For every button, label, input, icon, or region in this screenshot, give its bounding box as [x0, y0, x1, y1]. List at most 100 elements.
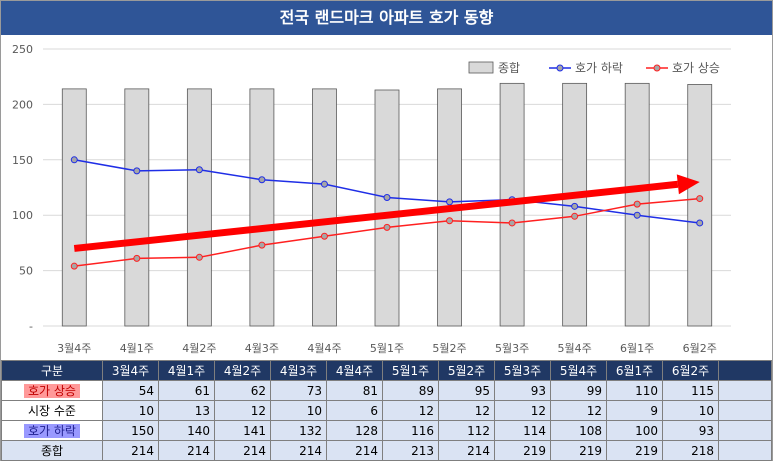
up-series-point	[571, 212, 579, 220]
table-cell-blank	[718, 380, 772, 401]
table-cell: 214	[158, 440, 215, 461]
table-cell: 99	[550, 380, 607, 401]
legend-label-total: 종합	[498, 61, 520, 75]
x-tick-label: 4월3주	[245, 342, 279, 355]
table-cell: 219	[550, 440, 607, 461]
row-label-total: 종합	[1, 440, 103, 461]
table-col-header: 4월2주	[214, 360, 271, 381]
table-col-header: 6월1주	[606, 360, 663, 381]
y-tick-label: 200	[12, 98, 33, 111]
table-cell: 114	[494, 420, 551, 441]
table-cell: 214	[438, 440, 495, 461]
table-cell: 54	[102, 380, 159, 401]
row-label-down: 호가 하락	[1, 420, 103, 441]
table-cell: 100	[606, 420, 663, 441]
bar	[124, 88, 150, 327]
table-col-header: 5월4주	[550, 360, 607, 381]
table-cell: 6	[326, 400, 383, 421]
x-tick-label: 4월4주	[307, 342, 341, 355]
table-cell: 115	[662, 380, 719, 401]
x-tick-label: 5월3주	[495, 342, 529, 355]
down-series-point	[320, 180, 328, 188]
table-cell: 110	[606, 380, 663, 401]
table-col-header: 3월4주	[102, 360, 159, 381]
legend-marker-up	[653, 64, 661, 72]
row-label-up: 호가 상승	[1, 380, 103, 401]
down-series-point	[696, 219, 704, 227]
up-series-point	[633, 200, 641, 208]
table-cell: 214	[214, 440, 271, 461]
up-series-point	[320, 232, 328, 240]
y-tick-label: 150	[12, 154, 33, 167]
x-tick-label: 5월4주	[558, 342, 592, 355]
x-tick-label: 4월1주	[120, 342, 154, 355]
table-cell: 62	[214, 380, 271, 401]
table-cell: 116	[382, 420, 439, 441]
up-series-point	[258, 241, 266, 249]
chart-plot: - 50 100 150 200 250 3월4주 4월1주 4월2주 4월3주 4월4주 5월1주 5…	[12, 43, 731, 355]
table-cell: 81	[326, 380, 383, 401]
bar	[687, 84, 713, 327]
down-series-point	[133, 167, 141, 175]
down-series-point	[195, 166, 203, 174]
legend-marker-down	[556, 64, 564, 72]
up-series-point	[696, 195, 704, 203]
table-col-header: 4월4주	[326, 360, 383, 381]
x-tick-label: 6월2주	[683, 342, 717, 355]
table-cell: 12	[494, 400, 551, 421]
down-series-point	[446, 198, 454, 206]
table-cell: 12	[214, 400, 271, 421]
table-row-market: 시장 수준 10 13 12 10 6 12 12 12 12 9 10	[1, 400, 772, 421]
bar	[61, 88, 87, 327]
table-cell: 89	[382, 380, 439, 401]
data-table: 구분 3월4주 4월1주 4월2주 4월3주 4월4주 5월1주 5월2주 5월…	[1, 360, 772, 461]
table-cell: 95	[438, 380, 495, 401]
table-cell: 214	[102, 440, 159, 461]
table-header-row: 구분 3월4주 4월1주 4월2주 4월3주 4월4주 5월1주 5월2주 5월…	[1, 360, 772, 381]
table-cell: 10	[662, 400, 719, 421]
table-cell: 93	[662, 420, 719, 441]
up-series-point	[133, 254, 141, 262]
table-cell-blank	[718, 400, 772, 421]
table-row-down: 호가 하락 150 140 141 132 128 116 112 114 10…	[1, 420, 772, 441]
table-cell-blank	[718, 440, 772, 461]
table-cell: 141	[214, 420, 271, 441]
table-cell: 132	[270, 420, 327, 441]
trend-arrow-head	[676, 174, 700, 195]
table-cell: 218	[662, 440, 719, 461]
table-cell: 12	[382, 400, 439, 421]
table-cell: 128	[326, 420, 383, 441]
x-tick-label: 3월4주	[57, 342, 91, 355]
table-cell: 12	[438, 400, 495, 421]
x-tick-label: 4월2주	[182, 342, 216, 355]
table-cell: 73	[270, 380, 327, 401]
bar	[249, 88, 275, 327]
table-cell: 10	[102, 400, 159, 421]
table-col-header: 5월3주	[494, 360, 551, 381]
table-col-header: 5월2주	[438, 360, 495, 381]
y-tick-label: 50	[19, 265, 33, 278]
table-cell: 108	[550, 420, 607, 441]
table-cell: 12	[550, 400, 607, 421]
up-series-point	[446, 217, 454, 225]
down-series-point	[633, 211, 641, 219]
table-cell: 13	[158, 400, 215, 421]
up-series-point	[195, 253, 203, 261]
table-col-blank	[718, 360, 772, 381]
table-cell: 9	[606, 400, 663, 421]
table-cell: 112	[438, 420, 495, 441]
table-cell: 214	[270, 440, 327, 461]
down-series-point	[70, 156, 78, 164]
x-tick-label: 5월2주	[432, 342, 466, 355]
table-cell-blank	[718, 420, 772, 441]
y-tick-label: 250	[12, 43, 33, 56]
legend-label-up: 호가 상승	[672, 61, 720, 75]
down-series-point	[383, 193, 391, 201]
bar	[312, 88, 337, 327]
table-cell: 214	[326, 440, 383, 461]
table-cell: 213	[382, 440, 439, 461]
down-series-point	[571, 202, 579, 210]
y-tick-label: -	[29, 320, 33, 333]
table-col-header: 4월3주	[270, 360, 327, 381]
